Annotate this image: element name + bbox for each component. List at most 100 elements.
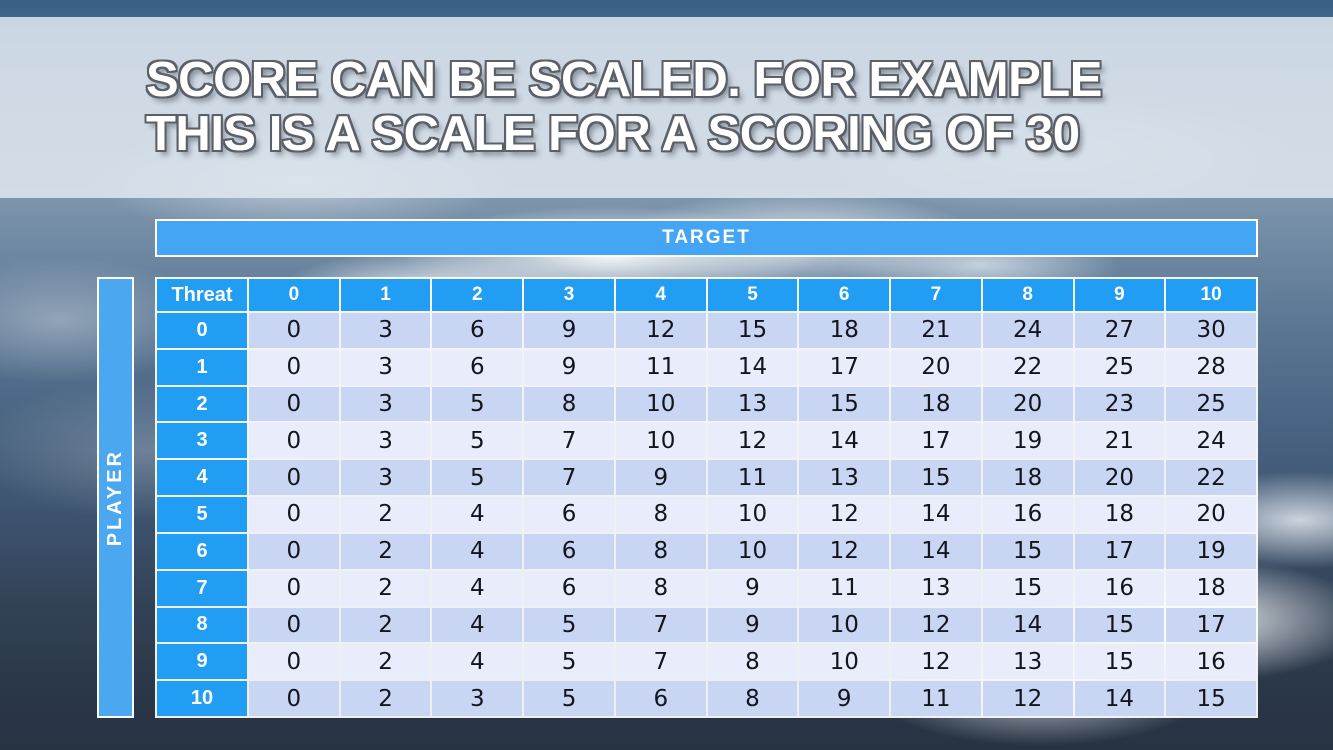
title-line-2: THIS IS A SCALE FOR A SCORING OF 30 [146, 107, 1080, 161]
score-cell: 5 [432, 386, 523, 422]
score-cell: 27 [1074, 313, 1165, 348]
score-cell: 0 [249, 349, 339, 385]
column-header-cell: 4 [615, 279, 706, 311]
score-cell: 8 [707, 681, 798, 716]
score-cell: 14 [799, 423, 890, 459]
player-axis-banner: PLAYER [97, 277, 134, 718]
score-cell: 0 [249, 533, 339, 569]
score-cell: 8 [524, 386, 614, 422]
score-cell: 9 [799, 681, 890, 716]
column-header-cell: 1 [340, 279, 431, 311]
score-cell: 10 [615, 386, 706, 422]
score-cell: 0 [249, 313, 339, 348]
score-cell: 14 [982, 607, 1073, 643]
title-line-1: SCORE CAN BE SCALED. FOR EXAMPLE [146, 53, 1102, 107]
score-cell: 14 [1074, 681, 1165, 716]
score-cell: 3 [340, 460, 431, 496]
score-cell: 2 [340, 533, 431, 569]
score-cell: 5 [432, 423, 523, 459]
score-cell: 0 [249, 644, 339, 680]
score-cell: 28 [1166, 349, 1256, 385]
target-axis-label: TARGET [662, 227, 751, 248]
score-cell: 10 [799, 607, 890, 643]
player-axis-label: PLAYER [104, 448, 126, 547]
score-cell: 14 [707, 349, 798, 385]
score-cell: 14 [891, 497, 981, 532]
score-cell: 7 [524, 460, 614, 496]
row-header-cell: 3 [157, 423, 247, 459]
score-cell: 18 [799, 313, 890, 348]
row-header-cell: 4 [157, 460, 247, 496]
score-cell: 20 [891, 349, 981, 385]
score-cell: 7 [524, 423, 614, 459]
score-cell: 5 [524, 644, 614, 680]
score-cell: 15 [982, 533, 1073, 569]
score-cell: 2 [340, 607, 431, 643]
score-cell: 25 [1074, 349, 1165, 385]
score-cell: 3 [340, 349, 431, 385]
column-header-cell: 9 [1074, 279, 1165, 311]
score-cell: 12 [615, 313, 706, 348]
score-cell: 15 [1166, 681, 1256, 716]
score-cell: 15 [1074, 607, 1165, 643]
score-cell: 6 [615, 681, 706, 716]
slide-title: SCORE CAN BE SCALED. FOR EXAMPLE THIS IS… [146, 53, 1102, 161]
score-cell: 15 [891, 460, 981, 496]
title-band: SCORE CAN BE SCALED. FOR EXAMPLE THIS IS… [0, 17, 1333, 198]
row-header-cell: 7 [157, 570, 247, 606]
threat-corner-label: Threat [157, 279, 247, 311]
column-header-cell: 2 [432, 279, 523, 311]
row-header-cell: 1 [157, 349, 247, 385]
score-cell: 9 [615, 460, 706, 496]
column-header-cell: 8 [982, 279, 1073, 311]
score-cell: 25 [1166, 386, 1256, 422]
score-cell: 20 [982, 386, 1073, 422]
row-header-cell: 0 [157, 313, 247, 348]
score-cell: 17 [1166, 607, 1256, 643]
score-cell: 2 [340, 497, 431, 532]
score-cell: 10 [707, 533, 798, 569]
score-cell: 5 [524, 681, 614, 716]
score-cell: 23 [1074, 386, 1165, 422]
score-cell: 12 [982, 681, 1073, 716]
score-cell: 10 [615, 423, 706, 459]
score-cell: 18 [982, 460, 1073, 496]
score-cell: 4 [432, 497, 523, 532]
score-cell: 6 [524, 570, 614, 606]
score-cell: 8 [615, 497, 706, 532]
score-cell: 17 [891, 423, 981, 459]
score-cell: 0 [249, 681, 339, 716]
score-cell: 6 [524, 533, 614, 569]
score-cell: 6 [524, 497, 614, 532]
column-header-cell: 6 [799, 279, 890, 311]
row-header-cell: 10 [157, 681, 247, 716]
score-cell: 13 [982, 644, 1073, 680]
column-header-cell: 7 [891, 279, 981, 311]
score-cell: 9 [524, 349, 614, 385]
score-cell: 2 [340, 681, 431, 716]
score-cell: 20 [1166, 497, 1256, 532]
row-header-cell: 9 [157, 644, 247, 680]
score-cell: 3 [340, 313, 431, 348]
score-cell: 21 [891, 313, 981, 348]
score-cell: 8 [615, 570, 706, 606]
score-cell: 7 [615, 607, 706, 643]
score-cell: 12 [799, 497, 890, 532]
score-cell: 12 [799, 533, 890, 569]
score-cell: 8 [615, 533, 706, 569]
score-cell: 15 [982, 570, 1073, 606]
score-cell: 15 [707, 313, 798, 348]
score-cell: 10 [707, 497, 798, 532]
score-cell: 4 [432, 644, 523, 680]
score-cell: 16 [982, 497, 1073, 532]
score-cell: 3 [340, 386, 431, 422]
column-header-cell: 5 [707, 279, 798, 311]
score-cell: 11 [799, 570, 890, 606]
score-cell: 15 [1074, 644, 1165, 680]
score-cell: 11 [615, 349, 706, 385]
score-cell: 9 [524, 313, 614, 348]
score-cell: 0 [249, 386, 339, 422]
score-cell: 13 [891, 570, 981, 606]
score-cell: 24 [982, 313, 1073, 348]
